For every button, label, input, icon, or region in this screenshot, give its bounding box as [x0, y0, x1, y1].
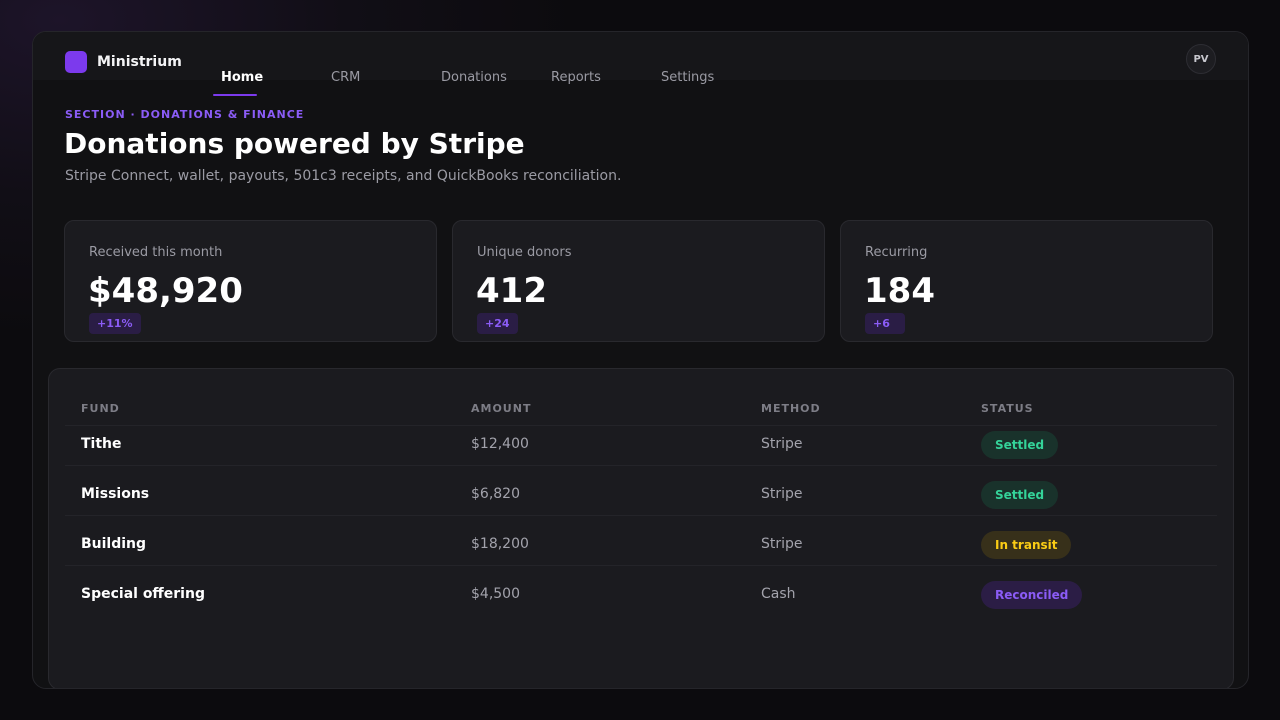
method-cell: Stripe	[761, 536, 803, 552]
stat-label: Unique donors	[477, 245, 572, 260]
tab-crm[interactable]: CRM	[331, 70, 361, 85]
stat-value: 184	[864, 271, 935, 311]
page-subtitle: Stripe Connect, wallet, payouts, 501c3 r…	[65, 168, 622, 184]
stat-label: Recurring	[865, 245, 928, 260]
amount-cell: $4,500	[471, 586, 520, 602]
status-badge: Settled	[981, 431, 1059, 459]
tab-settings[interactable]: Settings	[661, 70, 715, 85]
tab-home[interactable]: Home	[221, 70, 264, 85]
section-label: SECTION · DONATIONS & FINANCE	[65, 108, 305, 121]
tab-reports[interactable]: Reports	[551, 70, 601, 85]
row-divider	[65, 515, 1217, 516]
amount-cell: $6,820	[471, 486, 520, 502]
fund-cell: Tithe	[81, 436, 122, 452]
stat-card-donors: Unique donors 412 +24	[452, 220, 825, 342]
stat-card-received: Received this month $48,920 +11%	[64, 220, 437, 342]
status-badge: In transit	[981, 531, 1072, 559]
avatar[interactable]: PV	[1186, 44, 1216, 74]
stat-card-recurring: Recurring 184 +6	[840, 220, 1213, 342]
fund-cell: Missions	[81, 486, 150, 502]
status-badge: Reconciled	[981, 581, 1083, 609]
row-divider	[65, 465, 1217, 466]
top-bar	[33, 32, 1248, 80]
method-cell: Stripe	[761, 436, 803, 452]
amount-cell: $12,400	[471, 436, 529, 452]
tab-donations[interactable]: Donations	[441, 70, 507, 85]
row-divider	[65, 425, 1217, 426]
stat-label: Received this month	[89, 245, 223, 260]
brand-name: Ministrium	[97, 54, 182, 70]
column-header-method[interactable]: METHOD	[761, 402, 821, 415]
column-header-amount[interactable]: AMOUNT	[471, 402, 532, 415]
fund-cell: Special offering	[81, 586, 205, 602]
column-header-status[interactable]: STATUS	[981, 402, 1034, 415]
stat-delta-badge: +24	[477, 313, 518, 334]
fund-cell: Building	[81, 536, 147, 552]
stat-delta-badge: +11%	[89, 313, 141, 334]
active-tab-indicator	[213, 94, 257, 96]
logo-icon	[65, 51, 87, 73]
status-badge: Settled	[981, 481, 1059, 509]
app-window: Ministrium Home CRM Donations Reports Se…	[32, 31, 1249, 689]
donations-table: FUND AMOUNT METHOD STATUS Tithe $12,400 …	[48, 368, 1234, 688]
page-title: Donations powered by Stripe	[64, 127, 525, 160]
column-header-fund[interactable]: FUND	[81, 402, 120, 415]
stat-value: 412	[476, 271, 547, 311]
stat-value: $48,920	[88, 271, 243, 311]
stat-delta-badge: +6	[865, 313, 905, 334]
method-cell: Cash	[761, 586, 796, 602]
row-divider	[65, 565, 1217, 566]
amount-cell: $18,200	[471, 536, 529, 552]
method-cell: Stripe	[761, 486, 803, 502]
